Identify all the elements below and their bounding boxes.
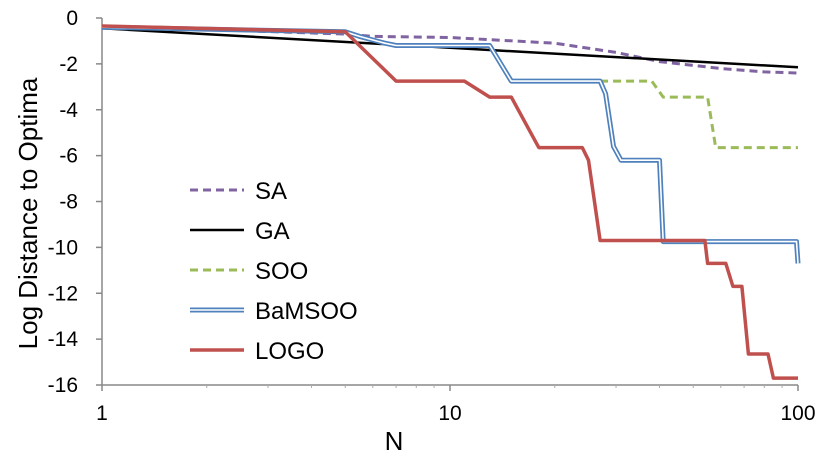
series-sa-line [101,24,799,75]
series-bamsoo-line-inner [101,26,799,264]
y-tick-label: -4 [59,99,78,122]
y-tick-label: -14 [48,328,79,351]
y-tick-label: 0 [66,7,78,30]
x-tick-label: 10 [438,402,461,425]
legend-logo-label: LOGO [255,338,324,365]
y-tick-label: -12 [48,282,78,305]
y-ticks: 0 -2 -4 -6 -8 -10 -12 -14 -16 [48,7,102,397]
y-tick-label: -16 [48,374,78,397]
y-tick-label: -2 [59,53,78,76]
legend: SA GA SOO BaMSOO LOGO [190,178,358,365]
legend-soo-label: SOO [255,258,308,285]
legend-bamsoo-label: BaMSOO [255,298,358,325]
legend-ga-label: GA [255,218,290,245]
x-tick-label: 1 [96,402,108,425]
series-logo-line [101,24,798,380]
x-tick-label: 100 [780,402,815,425]
y-axis-title: Log Distance to Optima [13,77,43,349]
y-tick-label: -6 [59,145,78,168]
y-tick-label: -8 [59,191,78,214]
x-axis-title: N [385,426,404,456]
series-layer [101,24,801,380]
legend-sa-label: SA [255,178,287,205]
y-tick-label: -10 [48,236,78,259]
x-ticks: 1 10 100 [96,385,816,425]
axes: 1 10 100 0 -2 -4 -6 -8 -10 -12 -14 -16 [48,7,816,425]
